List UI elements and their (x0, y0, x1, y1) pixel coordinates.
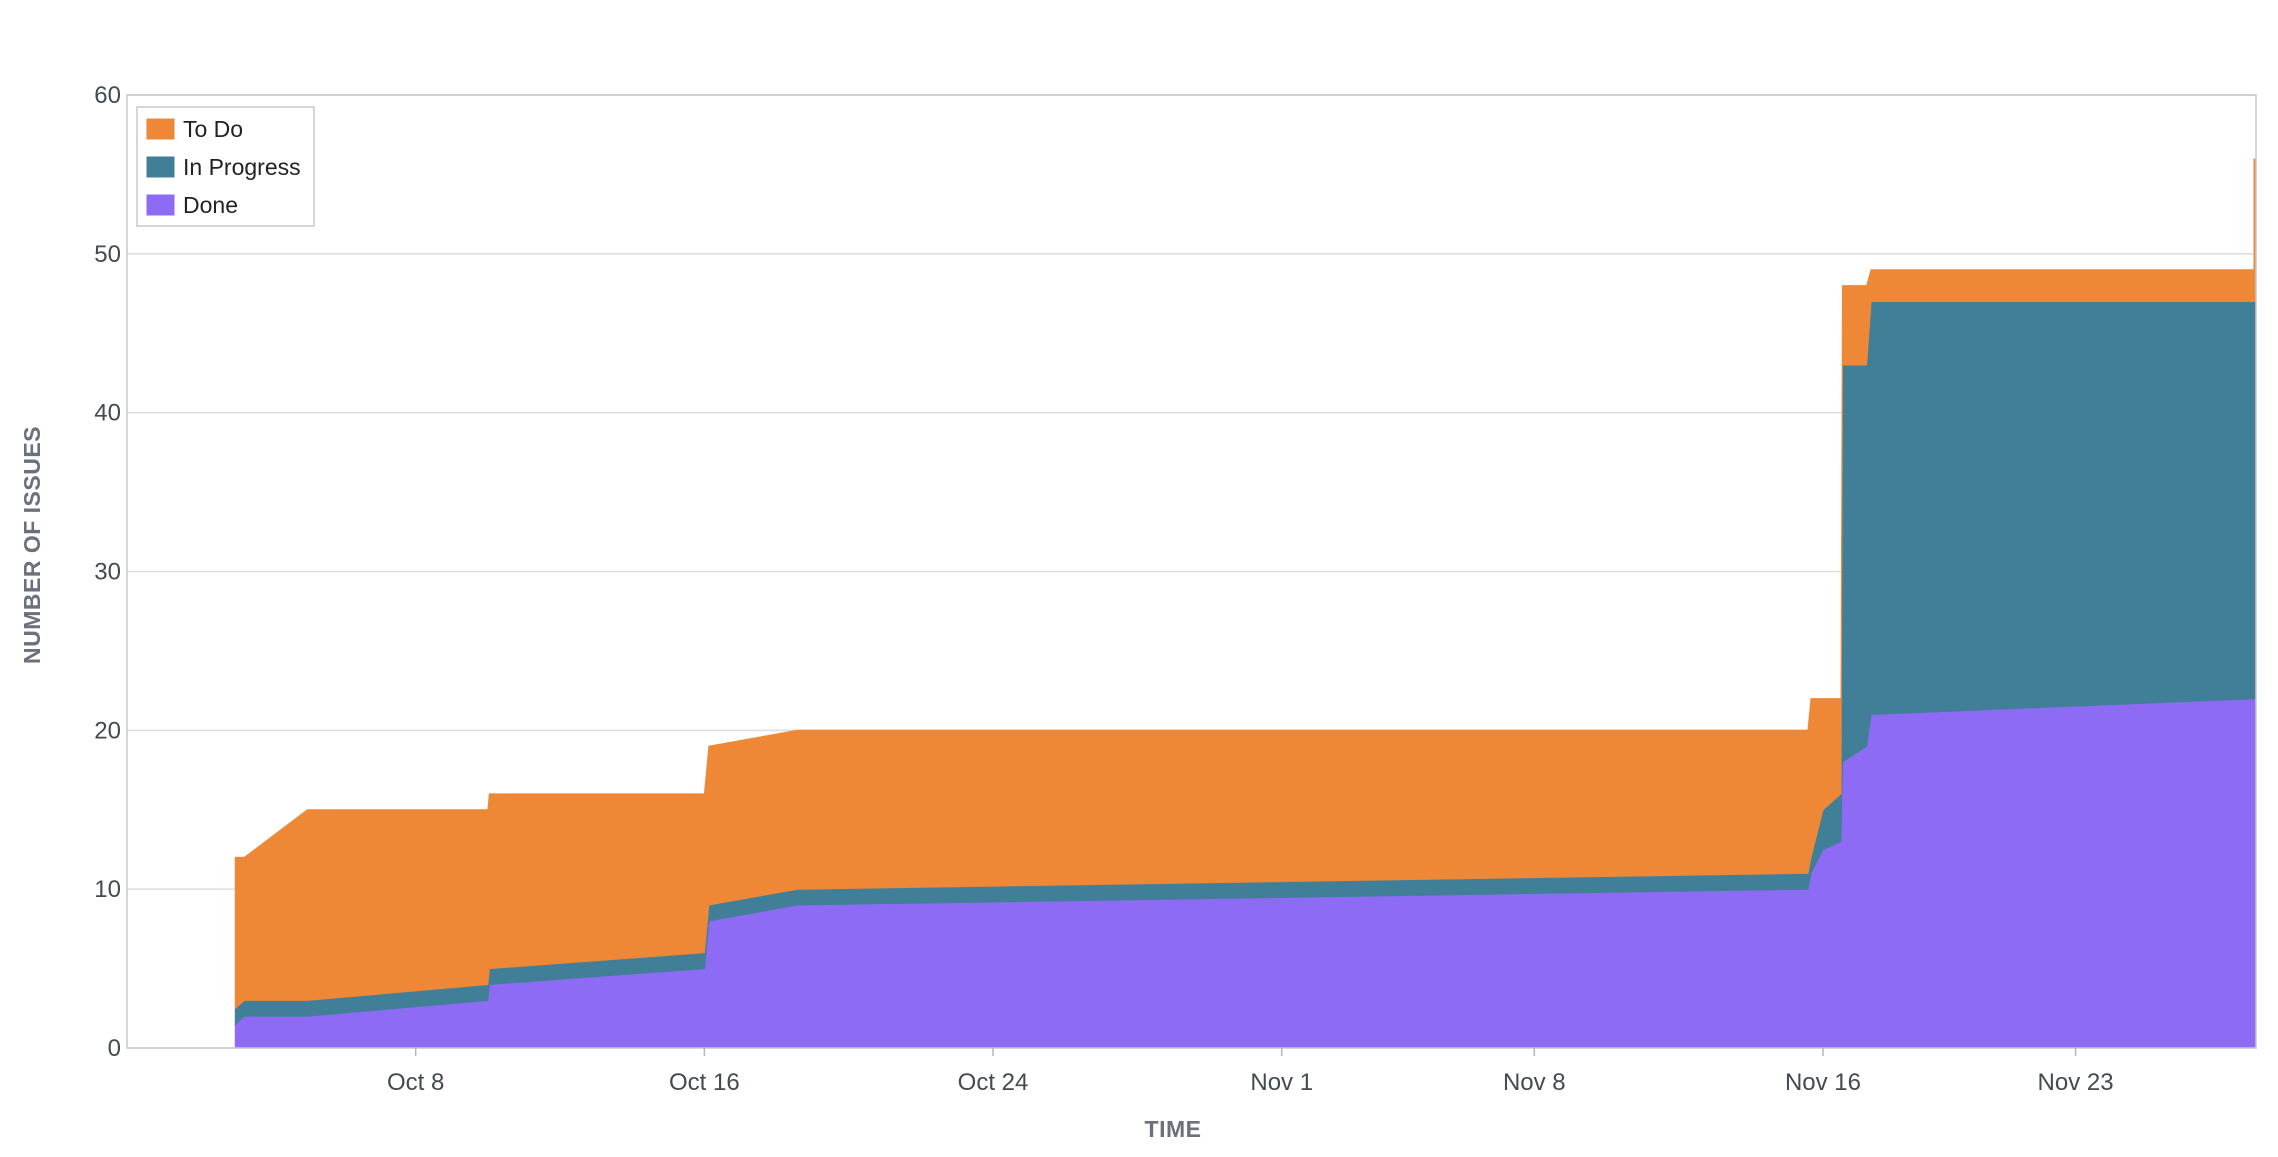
y-tick-labels: 0 10 20 30 40 50 60 (94, 82, 121, 1062)
legend-label: To Do (183, 116, 243, 142)
y-tick-label: 40 (94, 400, 121, 427)
y-tick-label: 0 (108, 1035, 121, 1062)
x-tick-label: Nov 1 (1250, 1069, 1313, 1096)
x-tick-label: Nov 8 (1503, 1069, 1566, 1096)
plot-frame (126, 94, 2257, 1049)
x-tick-label: Oct 16 (669, 1069, 740, 1096)
legend-label: Done (183, 192, 238, 218)
y-tick-label: 30 (94, 559, 121, 586)
legend-label: In Progress (183, 154, 301, 180)
y-tick-label: 20 (94, 717, 121, 744)
y-tick-label: 50 (94, 241, 121, 268)
legend: To Do In Progress Done (136, 106, 315, 227)
y-tick-label: 60 (94, 82, 121, 109)
x-tick-label: Nov 16 (1785, 1069, 1861, 1096)
legend-swatch (145, 117, 176, 141)
x-tick-label: Nov 23 (2038, 1069, 2114, 1096)
x-axis-title: TIME (1145, 1116, 1202, 1142)
x-tick-labels: Oct 8 Oct 16 Oct 24 Nov 1 Nov 8 Nov 16 Nov 23 (387, 1048, 2114, 1096)
area-layer (234, 158, 2257, 1049)
legend-swatch (145, 155, 176, 179)
x-tick-label: Oct 24 (958, 1069, 1029, 1096)
y-axis-title: NUMBER OF ISSUES (19, 426, 45, 664)
x-tick-label: Oct 8 (387, 1069, 444, 1096)
y-tick-label: 10 (94, 876, 121, 903)
legend-swatch (145, 193, 176, 217)
